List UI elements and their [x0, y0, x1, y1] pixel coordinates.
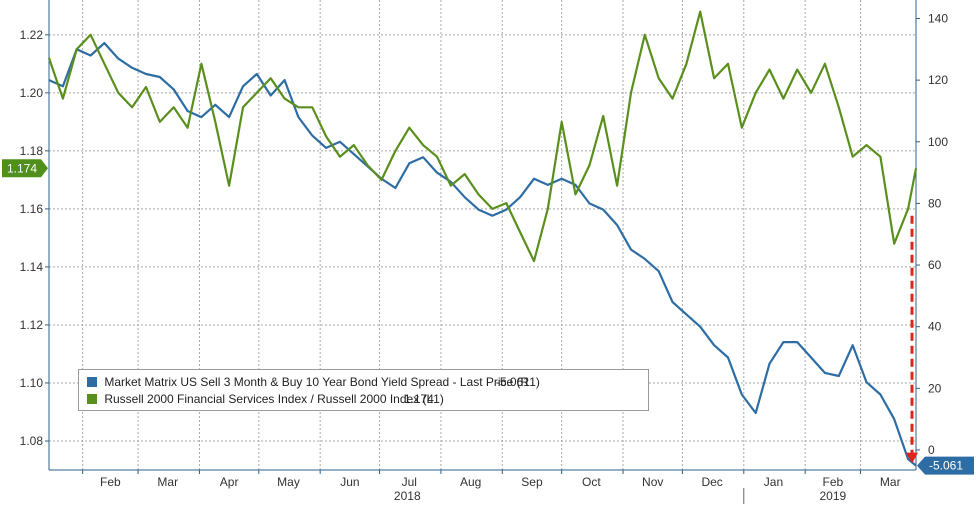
right-tick-label: 80: [928, 196, 942, 210]
x-month-label: Feb: [823, 475, 844, 489]
x-month-label: Mar: [880, 475, 901, 489]
legend-item-yield-spread: Market Matrix US Sell 3 Month & Buy 10 Y…: [87, 374, 540, 390]
left-tick-label: 1.18: [20, 144, 44, 158]
x-month-label: Feb: [100, 475, 121, 489]
series-line-yield-spread: [48, 41, 917, 467]
x-month-label: Jan: [764, 475, 783, 489]
x-month-label: May: [277, 475, 300, 489]
legend-label-yield-spread: Market Matrix US Sell 3 Month & Buy 10 Y…: [104, 375, 540, 389]
legend-item-financials-ratio: Russell 2000 Financial Services Index / …: [87, 391, 444, 407]
x-month-label: Mar: [157, 475, 178, 489]
x-year-label: 2019: [820, 489, 847, 503]
left-last-value-text: 1.174: [7, 161, 37, 175]
right-tick-label: 20: [928, 381, 942, 395]
legend: Market Matrix US Sell 3 Month & Buy 10 Y…: [78, 369, 649, 411]
left-tick-label: 1.20: [20, 86, 44, 100]
legend-swatch-blue: [87, 377, 97, 387]
x-month-label: Nov: [642, 475, 663, 489]
left-tick-label: 1.16: [20, 202, 44, 216]
x-month-label: Jul: [402, 475, 417, 489]
left-last-value-flag: [2, 159, 48, 178]
x-month-label: Aug: [460, 475, 481, 489]
right-tick-label: 120: [928, 73, 948, 87]
x-month-label: Jun: [340, 475, 359, 489]
left-tick-label: 1.08: [20, 434, 44, 448]
x-month-label: Apr: [220, 475, 239, 489]
last-value-markers: 1.174 -5.061: [2, 159, 974, 475]
right-tick-label: 100: [928, 135, 948, 149]
right-last-value-flag: [917, 456, 974, 475]
right-tick-label: 40: [928, 320, 942, 334]
series-line-financials-ratio: [47, 10, 918, 263]
left-tick-label: 1.22: [20, 28, 44, 42]
red-arrow-head: [906, 452, 918, 464]
series-lines: [47, 10, 918, 467]
axes: 1.08 1.10 1.12 1.14 1.16 1.18 1.20 1.22 0 20 40 60 8…: [20, 0, 948, 504]
right-tick-label: 140: [928, 11, 948, 25]
x-month-label: Oct: [582, 475, 601, 489]
x-year-label: 2018: [394, 489, 421, 503]
x-month-label: Sep: [521, 475, 543, 489]
right-tick-label: 60: [928, 258, 942, 272]
right-last-value-text: -5.061: [929, 459, 963, 473]
legend-label-financials-ratio: Russell 2000 Financial Services Index / …: [104, 392, 444, 406]
left-tick-label: 1.14: [20, 260, 44, 274]
left-tick-label: 1.12: [20, 318, 44, 332]
legend-value-financials-ratio: 1.174: [403, 392, 434, 406]
legend-swatch-green: [87, 394, 97, 404]
right-tick-label: 0: [928, 443, 935, 457]
x-month-label: Dec: [701, 475, 722, 489]
legend-value-yield-spread: -5.061: [495, 375, 530, 389]
left-tick-label: 1.10: [20, 376, 44, 390]
